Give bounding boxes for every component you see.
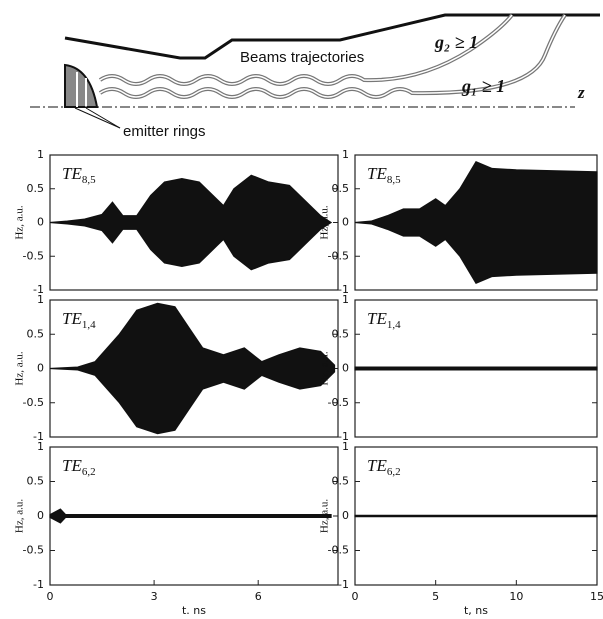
y-tick-label: -0.5 <box>23 544 44 557</box>
y-tick-label: -0.5 <box>23 249 44 262</box>
mode-subscript: 8,5 <box>82 174 96 186</box>
waveform-envelope <box>355 515 597 516</box>
y-tick-label: 0 <box>342 216 349 229</box>
mode-subscript: 6,2 <box>82 466 96 478</box>
mode-subscript: 6,2 <box>387 466 401 478</box>
y-tick-label: 1 <box>37 148 44 161</box>
mode-label: TE1,4 <box>62 309 96 331</box>
mode-label: TE8,5 <box>367 164 401 186</box>
y-tick-label: 1 <box>342 440 349 453</box>
y-axis-label: Hz, a.u. <box>14 499 26 533</box>
y-tick-label: 0.5 <box>27 475 45 488</box>
mode-subscript: 1,4 <box>82 319 96 331</box>
diagram: Beams trajectories g₂ ≥ 1 g₁ ≥ 1 z emitt… <box>30 15 600 140</box>
y-axis-label: Hz, a.u. <box>14 351 26 385</box>
waveform-envelope <box>50 175 331 270</box>
x-tick-label: 0 <box>352 590 359 603</box>
y-tick-label: 0 <box>37 216 44 229</box>
mode-label: TE1,4 <box>367 309 401 331</box>
y-tick-label: 1 <box>37 293 44 306</box>
mode-label: TE6,2 <box>367 456 401 478</box>
mode-label: TE8,5 <box>62 164 96 186</box>
x-tick-label: 5 <box>432 590 439 603</box>
x-tick-label: 6 <box>255 590 262 603</box>
g2-label: g₂ ≥ 1 <box>434 32 478 52</box>
diagram-label: Beams trajectories <box>240 49 364 66</box>
y-tick-label: -0.5 <box>23 396 44 409</box>
y-tick-label: -0.5 <box>328 249 349 262</box>
y-tick-label: 0 <box>342 509 349 522</box>
mode-name: TE <box>62 456 82 475</box>
mode-name: TE <box>62 164 82 183</box>
emitter-label: emitter rings <box>123 123 206 140</box>
emitter <box>65 65 97 107</box>
mode-name: TE <box>367 164 387 183</box>
y-axis-label: Hz, a.u. <box>319 499 331 533</box>
mode-subscript: 8,5 <box>387 174 401 186</box>
y-tick-label: 1 <box>342 148 349 161</box>
figure: Beams trajectories g₂ ≥ 1 g₁ ≥ 1 z emitt… <box>0 0 603 619</box>
waveform-envelope <box>355 367 597 370</box>
y-tick-label: 0 <box>342 362 349 375</box>
x-axis-label: t. ns <box>182 604 206 617</box>
y-axis-label: Hz, a.u. <box>319 205 331 239</box>
x-tick-label: 10 <box>509 590 523 603</box>
mode-name: TE <box>367 309 387 328</box>
axis-label: z <box>577 83 585 102</box>
y-tick-label: 0 <box>37 362 44 375</box>
pointer <box>75 108 120 128</box>
x-tick-label: 15 <box>590 590 603 603</box>
y-axis-label: Hz, a.u. <box>14 205 26 239</box>
y-tick-label: 0.5 <box>332 475 350 488</box>
x-axis-label: t, ns <box>464 604 488 617</box>
x-tick-label: 3 <box>151 590 158 603</box>
y-tick-label: 0.5 <box>27 182 45 195</box>
y-tick-label: -0.5 <box>328 544 349 557</box>
y-axis-label: Hz, a.u. <box>319 351 331 385</box>
mode-name: TE <box>367 456 387 475</box>
waveform-envelope <box>50 509 331 523</box>
pointer <box>86 108 120 128</box>
mode-name: TE <box>62 309 82 328</box>
y-tick-label: -0.5 <box>328 396 349 409</box>
y-tick-label: 0.5 <box>332 182 350 195</box>
y-tick-label: 1 <box>342 293 349 306</box>
y-tick-label: 0.5 <box>27 327 45 340</box>
mode-subscript: 1,4 <box>387 319 401 331</box>
g1-label: g₁ ≥ 1 <box>461 76 505 96</box>
x-tick-label: 0 <box>47 590 54 603</box>
y-tick-label: 1 <box>37 440 44 453</box>
y-tick-label: -1 <box>33 578 44 591</box>
mode-label: TE6,2 <box>62 456 96 478</box>
y-tick-label: -1 <box>338 578 349 591</box>
y-tick-label: 0 <box>37 509 44 522</box>
y-tick-label: 0.5 <box>332 327 350 340</box>
